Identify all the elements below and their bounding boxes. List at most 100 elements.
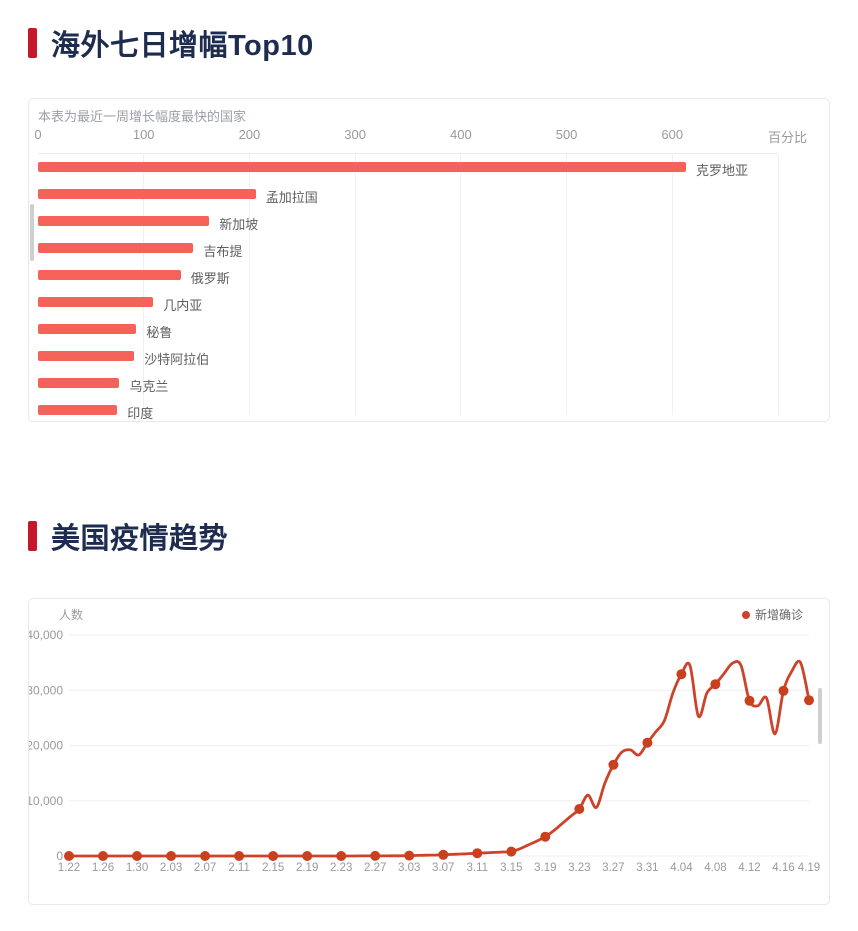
vertical-gridline <box>671 154 673 415</box>
x-tick-label: 2.11 <box>228 862 250 874</box>
y-axis-title: 人数 <box>59 607 83 622</box>
data-point[interactable] <box>200 851 211 861</box>
bar-乌克兰[interactable] <box>38 378 120 388</box>
legend-label[interactable]: 新增确诊 <box>755 607 803 622</box>
bar-新加坡[interactable] <box>38 216 210 226</box>
data-point[interactable] <box>64 851 74 861</box>
x-tick-label: 4.12 <box>738 862 760 874</box>
scrollbar-thumb[interactable] <box>818 688 822 744</box>
data-point[interactable] <box>804 695 814 706</box>
bar-克罗地亚[interactable] <box>38 162 687 172</box>
scrollbar-thumb[interactable] <box>30 204 34 261</box>
bar-chart-unit-label: 百分比 <box>767 130 807 145</box>
data-point[interactable] <box>676 669 687 680</box>
y-tick-label: 0 <box>56 849 63 863</box>
bar-chart-x-axis: 0 100 200 300 400 500 600 <box>34 127 778 145</box>
data-point[interactable] <box>404 850 415 861</box>
bar-chart-subtitle: 本表为最近一周增长幅度最快的国家 <box>38 109 247 124</box>
bar-category-label: 吉布提 <box>203 244 243 259</box>
bar-category-label: 孟加拉国 <box>265 190 318 205</box>
x-tick-label: 2.23 <box>330 862 352 874</box>
y-tick-label: 40,000 <box>29 628 63 642</box>
data-point[interactable] <box>268 851 279 861</box>
page-title-overseas-top10: 海外七日增幅Top10 <box>51 30 314 62</box>
data-point[interactable] <box>336 851 347 861</box>
bar-chart-plot: 克罗地亚孟加拉国 新加坡吉布提俄罗斯几内亚秘鲁沙特阿拉伯乌克兰印度 <box>38 153 779 421</box>
x-tick-label: 1.22 <box>58 862 80 874</box>
data-point[interactable] <box>166 851 177 861</box>
bar-几内亚[interactable] <box>38 297 154 307</box>
data-point[interactable] <box>744 695 755 706</box>
bar-category-label: 秘鲁 <box>146 325 173 340</box>
data-point[interactable] <box>370 850 381 861</box>
x-tick-label: 400 <box>449 127 472 142</box>
bar-category-label: 乌克兰 <box>129 379 169 394</box>
x-tick-label: 4.19 <box>798 862 820 874</box>
section-header-us-trend: 美国疫情趋势 <box>28 515 228 557</box>
data-point[interactable] <box>540 831 551 842</box>
x-tick-label: 600 <box>661 127 684 142</box>
y-tick-label: 20,000 <box>29 739 63 753</box>
x-tick-label: 200 <box>238 127 261 142</box>
data-point[interactable] <box>710 679 721 690</box>
data-point[interactable] <box>132 851 142 861</box>
bar-吉布提[interactable] <box>38 243 194 253</box>
vertical-gridline <box>354 154 356 415</box>
legend-dot[interactable] <box>742 611 750 619</box>
x-tick-label: 3.23 <box>568 862 590 874</box>
x-tick-label: 3.15 <box>500 862 522 874</box>
vertical-gridline <box>777 154 779 415</box>
x-tick-label: 4.16 <box>772 862 794 874</box>
data-point[interactable] <box>472 848 483 859</box>
section-header-overseas: 海外七日增幅Top10 <box>28 22 314 64</box>
bar-category-label: 几内亚 <box>163 298 203 313</box>
data-point[interactable] <box>778 685 789 696</box>
vertical-gridline <box>460 154 462 415</box>
x-tick-label: 2.15 <box>262 862 284 874</box>
title-accent-bar <box>28 28 37 58</box>
page-title-us-trend: 美国疫情趋势 <box>51 523 229 555</box>
x-tick-label: 3.27 <box>602 862 624 874</box>
data-point[interactable] <box>234 851 245 861</box>
bar-chart-card: 本表为最近一周增长幅度最快的国家 0 100 200 300 400 500 600 百分比… <box>28 98 830 422</box>
vertical-gridline <box>143 154 145 415</box>
bar-沙特阿拉伯[interactable] <box>38 351 135 361</box>
x-tick-label: 2.07 <box>194 862 216 874</box>
line-chart: 0 10,000 20,000 30,000 40,000 人数 新增确诊 1.22 1.26 1… <box>26 607 820 874</box>
x-tick-label: 1.26 <box>92 862 114 874</box>
x-tick-label: 500 <box>555 127 578 142</box>
data-point[interactable] <box>574 804 585 814</box>
y-tick-label: 30,000 <box>29 683 63 697</box>
x-tick-label: 3.07 <box>432 862 454 874</box>
x-tick-label: 3.31 <box>636 862 658 874</box>
x-tick-label: 100 <box>132 127 155 142</box>
bar-秘鲁[interactable] <box>38 324 137 334</box>
x-tick-label: 1.30 <box>126 862 148 874</box>
bar-category-label: 沙特阿拉伯 <box>144 352 210 367</box>
x-tick-label: 4.08 <box>704 862 726 874</box>
bar-俄罗斯[interactable] <box>38 270 181 280</box>
x-tick-label: 3.19 <box>534 862 556 874</box>
data-point[interactable] <box>642 737 653 748</box>
x-tick-label: 2.19 <box>296 862 318 874</box>
title-accent-bar <box>28 521 37 551</box>
x-tick-label: 2.03 <box>160 862 182 874</box>
vertical-gridline <box>248 154 250 415</box>
x-tick-label: 0 <box>34 127 42 142</box>
x-tick-label: 300 <box>344 127 366 142</box>
bar-category-label: 新加坡 <box>219 217 259 232</box>
bar-印度[interactable] <box>38 405 118 415</box>
bar-孟加拉国[interactable] <box>38 189 256 199</box>
bar-category-label: 俄罗斯 <box>190 271 230 286</box>
x-tick-label: 2.27 <box>364 862 386 874</box>
data-point[interactable] <box>438 849 449 860</box>
line-chart-card: 0 10,000 20,000 30,000 40,000 人数 新增确诊 1.22 1.26 1… <box>26 598 830 905</box>
data-point[interactable] <box>302 851 313 861</box>
data-point[interactable] <box>608 759 619 770</box>
bar-category-label: 克罗地亚 <box>696 163 749 178</box>
x-tick-label: 4.04 <box>670 862 693 874</box>
data-point[interactable] <box>98 851 108 861</box>
data-point[interactable] <box>506 846 517 857</box>
x-tick-label: 3.11 <box>467 862 489 874</box>
bar-category-label: 印度 <box>127 406 154 421</box>
